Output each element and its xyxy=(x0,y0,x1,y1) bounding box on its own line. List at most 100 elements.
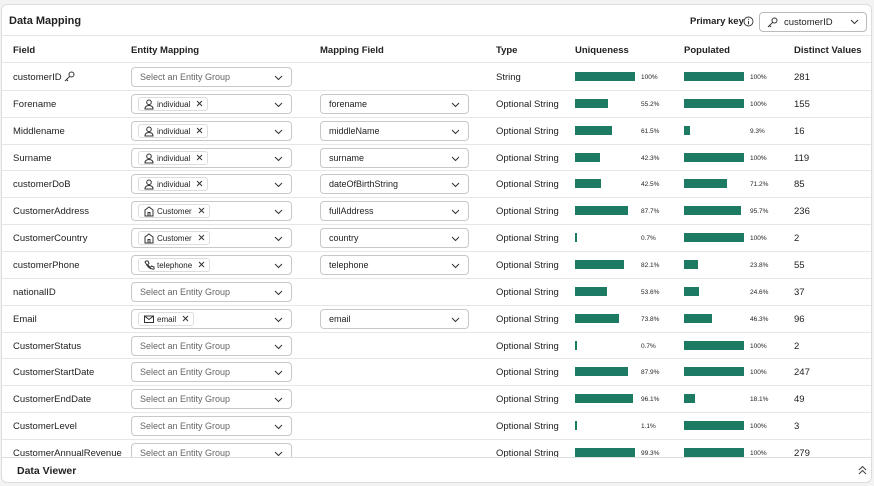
mapping-select[interactable]: dateOfBirthString xyxy=(320,174,469,195)
uniqueness-label: 99.3% xyxy=(641,449,660,457)
divider xyxy=(2,385,871,387)
uniqueness-label: 0.7% xyxy=(641,235,656,243)
placeholder: Select an Entity Group xyxy=(140,421,231,432)
entity-label: individual xyxy=(157,153,191,163)
entity-tag: individual xyxy=(138,150,209,165)
placeholder: Select an Entity Group xyxy=(140,286,231,297)
entity-select[interactable]: Select an Entity Group xyxy=(131,335,292,356)
uniqueness-label: 100% xyxy=(641,74,658,81)
uniqueness-label: 87.7% xyxy=(641,208,660,216)
remove-icon[interactable] xyxy=(182,315,189,322)
table-row: customerID Select an Entity Group String 10… xyxy=(2,63,871,90)
uniqueness-label: 87.9% xyxy=(641,369,660,377)
entity-icon xyxy=(144,206,154,217)
divider xyxy=(2,170,871,172)
entity-select[interactable]: individual xyxy=(131,93,292,114)
mapping-select[interactable]: email xyxy=(320,308,469,329)
type: Optional String xyxy=(496,152,559,164)
entity-select[interactable]: individual xyxy=(131,120,292,141)
mapping-select[interactable]: telephone xyxy=(320,254,469,275)
entity-select[interactable]: individual xyxy=(131,147,292,168)
info-icon[interactable] xyxy=(743,16,754,27)
type: String xyxy=(496,72,521,83)
placeholder: Select an Entity Group xyxy=(140,340,231,351)
populated-label: 100% xyxy=(750,449,767,457)
table-row: Middlename individual middleName Optional S… xyxy=(2,116,871,144)
table-row: customerPhone telephone telephone Optional … xyxy=(2,250,871,278)
remove-icon[interactable] xyxy=(198,261,205,268)
mapping-field: middleName xyxy=(329,125,380,136)
entity-select[interactable]: email xyxy=(131,308,292,329)
divider xyxy=(2,412,871,414)
chevron xyxy=(451,263,460,269)
remove-icon[interactable] xyxy=(198,234,205,241)
populated-label: 9.3% xyxy=(750,127,765,135)
field-name: Email xyxy=(13,313,37,325)
entity-select[interactable]: Select an Entity Group xyxy=(131,67,292,87)
chevron xyxy=(274,209,283,215)
table-row: CustomerLevel Select an Entity Group Optio… xyxy=(2,412,871,439)
chevron xyxy=(274,424,283,430)
placeholder: Select an Entity Group xyxy=(140,367,231,378)
mapping-select[interactable]: country xyxy=(320,228,469,249)
mapping-select[interactable]: surname xyxy=(320,147,469,168)
entity-select[interactable]: Select an Entity Group xyxy=(131,389,292,410)
populated-label: 100% xyxy=(750,369,767,377)
table-row: CustomerStatus Select an Entity Group Opti… xyxy=(2,331,871,359)
populated-bar xyxy=(684,421,744,431)
distinct-values: 155 xyxy=(794,98,810,110)
field-name: CustomerStartDate xyxy=(13,367,95,379)
remove-icon[interactable] xyxy=(196,127,203,134)
entity-select[interactable]: Select an Entity Group xyxy=(131,442,292,458)
type: Optional String xyxy=(496,206,559,218)
type: Optional String xyxy=(496,125,559,137)
remove-icon[interactable] xyxy=(196,154,203,161)
uniqueness-bar xyxy=(575,179,601,189)
populated-bar xyxy=(684,72,744,81)
entity-select[interactable]: Select an Entity Group xyxy=(131,416,292,437)
populated-label: 100% xyxy=(750,235,767,243)
column-header: Uniqueness xyxy=(575,45,629,56)
populated-label: 100% xyxy=(750,154,767,162)
field-name: CustomerCountry xyxy=(13,233,88,245)
entity-select[interactable]: Customer xyxy=(131,228,292,249)
remove-icon[interactable] xyxy=(196,180,203,187)
entity-label: individual xyxy=(157,180,191,190)
entity-select[interactable]: Select an Entity Group xyxy=(131,281,292,302)
divider xyxy=(2,331,871,333)
key-icon xyxy=(64,71,75,82)
mapping-select[interactable]: middleName xyxy=(320,120,469,141)
table-body: customerID Select an Entity Group String 10… xyxy=(2,63,871,458)
populated-label: 71.2% xyxy=(750,181,769,189)
distinct-values: 2 xyxy=(794,233,800,245)
entity-select[interactable]: Select an Entity Group xyxy=(131,362,292,383)
entity-tag: email xyxy=(138,311,195,326)
uniqueness-bar xyxy=(575,313,620,323)
populated-label: 24.6% xyxy=(750,288,769,296)
type: Optional String xyxy=(496,367,559,379)
expand-icon[interactable] xyxy=(858,465,867,475)
primary-key-select[interactable]: customerID xyxy=(759,12,867,32)
entity-icon xyxy=(144,315,154,323)
uniqueness-bar xyxy=(575,259,625,269)
distinct-values: 2 xyxy=(794,340,800,352)
remove-icon[interactable] xyxy=(196,100,203,107)
entity-select[interactable]: individual xyxy=(131,174,292,195)
entity-tag: individual xyxy=(138,96,209,111)
chevron xyxy=(274,370,283,376)
chevron xyxy=(274,344,283,349)
chevron xyxy=(451,317,460,322)
mapping-select[interactable]: fullAddress xyxy=(320,201,469,222)
entity-select[interactable]: Customer xyxy=(131,201,292,222)
remove-icon[interactable] xyxy=(198,207,205,214)
entity-icon xyxy=(144,260,155,270)
mapping-select[interactable]: forename xyxy=(320,93,469,114)
uniqueness-bar xyxy=(575,125,612,135)
divider xyxy=(2,250,871,252)
column-header: Distinct Values xyxy=(794,45,862,56)
chevron xyxy=(274,102,283,108)
field-name: nationalID xyxy=(13,286,56,298)
chevron xyxy=(451,129,460,134)
entity-select[interactable]: telephone xyxy=(131,254,292,275)
field-name: Surname xyxy=(13,152,52,164)
